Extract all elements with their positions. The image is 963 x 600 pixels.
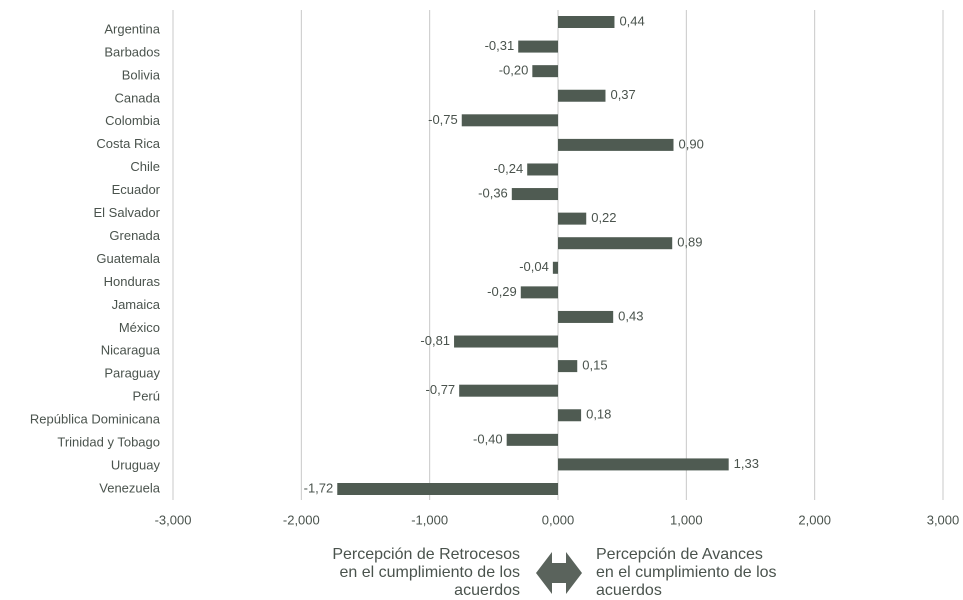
value-label: -1,72: [304, 480, 334, 495]
bar: [558, 212, 587, 225]
bar: [558, 138, 674, 151]
x-tick-label: -1,000: [411, 512, 448, 527]
value-label: 0,89: [677, 235, 702, 250]
y-tick-label: México: [119, 320, 160, 335]
bar: [506, 433, 558, 446]
value-label: -0,04: [519, 259, 549, 274]
value-label: 0,90: [679, 136, 704, 151]
left-note: Percepción de Retrocesos: [332, 546, 520, 563]
y-tick-label: Chile: [130, 159, 160, 174]
bar: [558, 360, 578, 373]
bar: [558, 237, 673, 250]
y-tick-label: Nicaragua: [101, 343, 161, 358]
y-tick-label: Perú: [133, 389, 160, 404]
value-label: 0,44: [619, 13, 644, 28]
value-label: -0,24: [494, 161, 524, 176]
value-label: -0,81: [420, 333, 450, 348]
bar: [532, 65, 558, 78]
right-note: acuerdos: [596, 582, 662, 599]
bar: [518, 40, 558, 53]
y-tick-label: Ecuador: [112, 182, 161, 197]
bar: [459, 384, 558, 397]
value-label: 0,15: [582, 358, 607, 373]
bar: [461, 114, 558, 127]
y-tick-label: Venezuela: [99, 480, 160, 495]
value-label: 0,18: [586, 407, 611, 422]
bar: [558, 409, 582, 422]
bar: [558, 310, 614, 323]
y-tick-label: Bolivia: [122, 67, 161, 82]
y-tick-label: República Dominicana: [30, 412, 161, 427]
y-tick-label: Paraguay: [104, 366, 160, 381]
double-arrow: [536, 552, 582, 594]
y-tick-label: Costa Rica: [96, 136, 160, 151]
y-tick-label: Barbados: [104, 44, 160, 59]
y-tick-label: Argentina: [104, 21, 160, 36]
left-note: en el cumplimiento de los: [339, 564, 520, 581]
bar: [520, 286, 558, 299]
y-tick-label: Uruguay: [111, 457, 161, 472]
value-label: -0,29: [487, 284, 517, 299]
x-tick-label: -2,000: [283, 512, 320, 527]
value-label: -0,20: [499, 63, 529, 78]
value-label: 0,43: [618, 308, 643, 323]
y-tick-label: Trinidad y Tobago: [57, 435, 160, 450]
bar: [558, 89, 606, 102]
x-tick-label: 0,000: [542, 512, 575, 527]
x-tick-label: 1,000: [670, 512, 703, 527]
value-label: -0,75: [428, 112, 458, 127]
x-tick-label: 2,000: [798, 512, 831, 527]
value-label: 0,37: [610, 87, 635, 102]
y-tick-label: Canada: [114, 90, 160, 105]
bar: [558, 16, 615, 28]
bar: [454, 335, 558, 348]
value-label: 1,33: [734, 456, 759, 471]
y-tick-label: Guatemala: [96, 251, 160, 266]
value-label: -0,31: [485, 38, 515, 53]
value-label: 0,22: [591, 210, 616, 225]
x-tick-label: 3,000: [927, 512, 960, 527]
y-tick-label: Jamaica: [112, 297, 161, 312]
value-label: -0,77: [426, 382, 456, 397]
left-note: acuerdos: [454, 582, 520, 599]
bar: [558, 458, 729, 471]
value-label: -0,36: [478, 185, 508, 200]
right-note: en el cumplimiento de los: [596, 564, 777, 581]
right-note: Percepción de Avances: [596, 546, 763, 563]
y-tick-label: Honduras: [104, 274, 161, 289]
y-tick-label: Grenada: [109, 228, 160, 243]
x-tick-label: -3,000: [155, 512, 192, 527]
y-tick-label: Colombia: [105, 113, 161, 128]
bar: [337, 483, 558, 495]
bar: [552, 261, 558, 274]
bar: [527, 163, 558, 176]
bar: [511, 188, 558, 201]
value-label: -0,40: [473, 431, 503, 446]
y-tick-label: El Salvador: [94, 205, 161, 220]
